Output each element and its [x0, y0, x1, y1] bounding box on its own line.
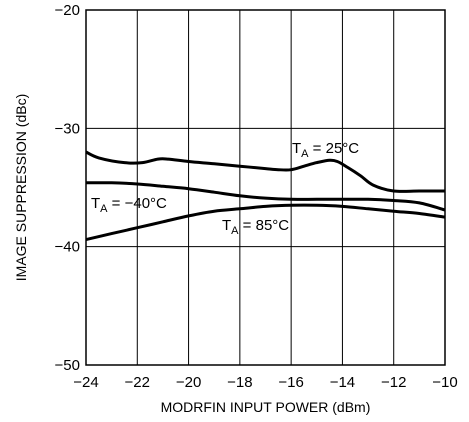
y-tick-label: −50 [55, 357, 80, 374]
series-label-85c: TA = 85°C [222, 217, 289, 237]
x-tick-label: −14 [330, 374, 355, 391]
y-tick-labels: −20 −30 −40 −50 [55, 2, 80, 374]
series-label-minus40c: TA = −40°C [91, 195, 167, 215]
x-tick-label: −10 [432, 374, 457, 391]
series-line-85c [85, 203, 446, 242]
plot-frame [85, 9, 446, 366]
series-line-25c [85, 150, 445, 193]
grid [86, 10, 445, 365]
x-tick-label: −18 [227, 374, 252, 391]
series-label-25c: TA = 25°C [292, 140, 359, 160]
x-tick-label: −20 [176, 374, 201, 391]
y-axis-title: IMAGE SUPPRESSION (dBc) [13, 94, 29, 281]
y-tick-label: −40 [55, 239, 80, 256]
x-tick-labels: −24 −22 −20 −18 −16 −14 −12 −10 [73, 374, 457, 391]
series-line-minus40c [85, 181, 446, 212]
x-tick-label: −12 [381, 374, 406, 391]
x-tick-label: −24 [73, 374, 98, 391]
series-lines [85, 150, 446, 242]
x-tick-label: −22 [125, 374, 150, 391]
x-tick-label: −16 [278, 374, 303, 391]
y-tick-label: −20 [55, 2, 80, 19]
x-axis-title: MODRFIN INPUT POWER (dBm) [161, 399, 371, 415]
y-tick-label: −30 [55, 120, 80, 137]
